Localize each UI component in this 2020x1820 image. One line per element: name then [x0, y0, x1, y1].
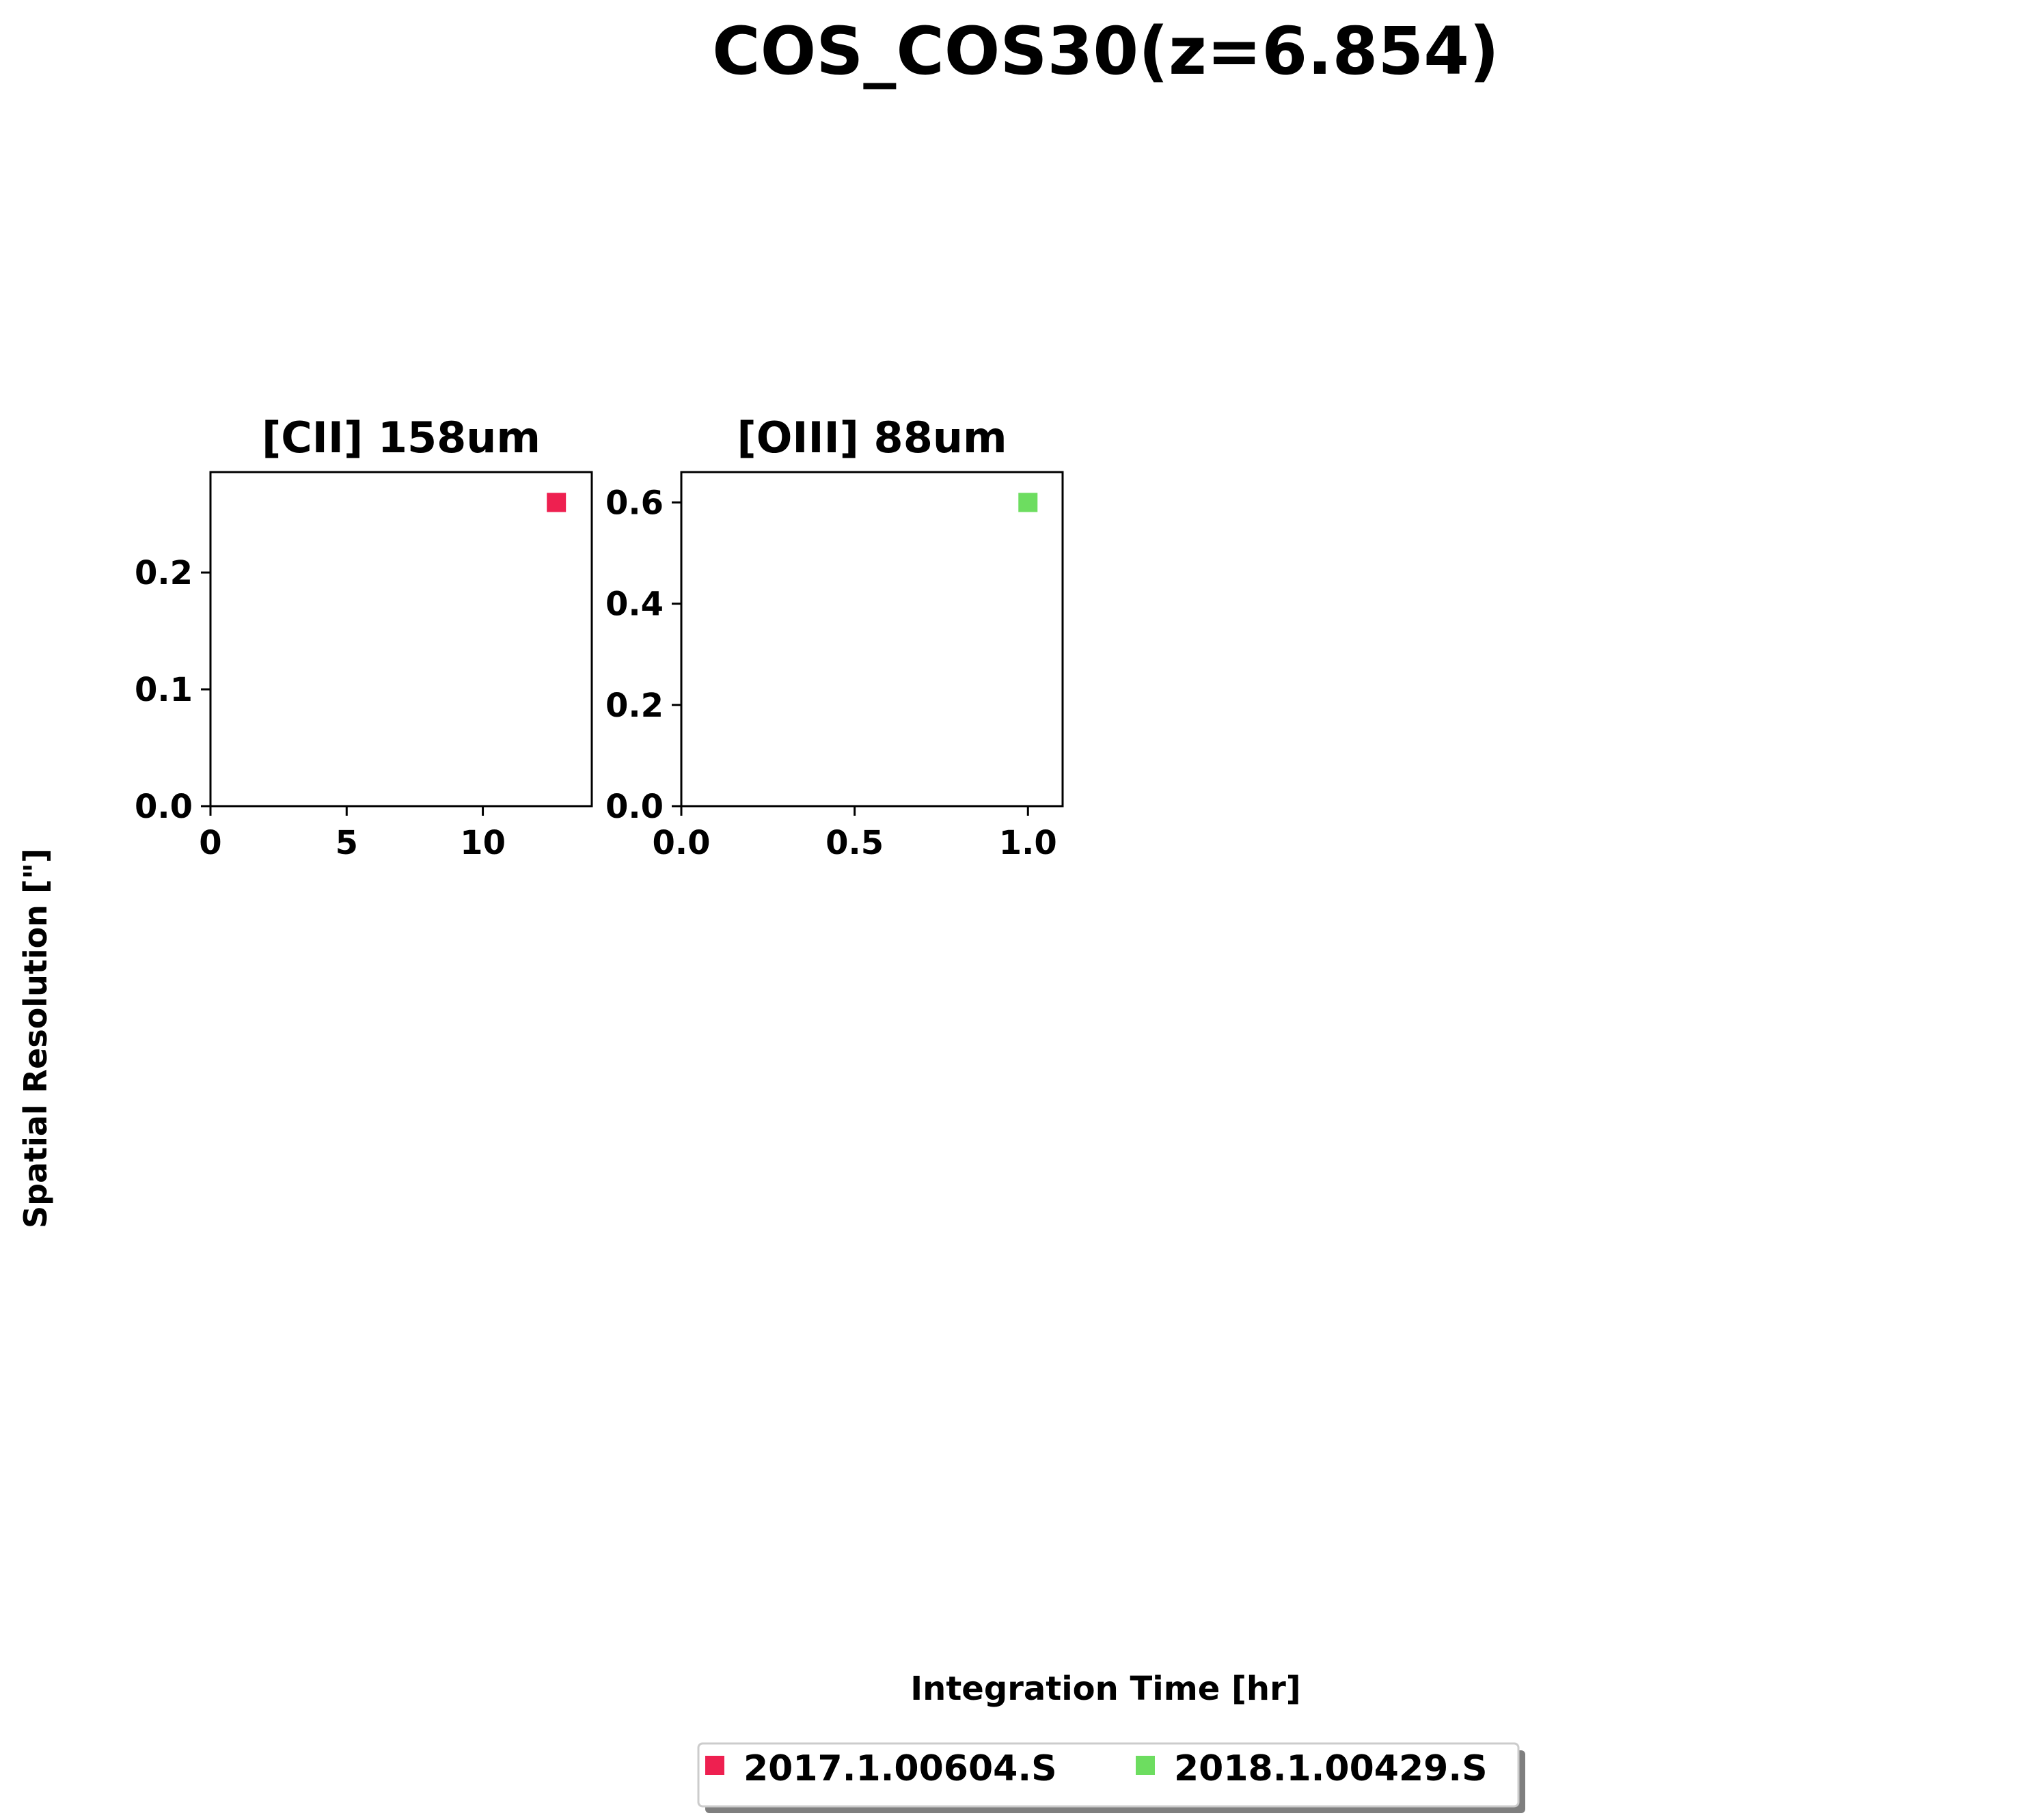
x-tick-label: 10 — [460, 824, 506, 862]
cii-marks — [547, 493, 567, 512]
y-tick-label: 0.0 — [605, 788, 664, 826]
y-tick-label: 0.1 — [135, 671, 193, 709]
plot-area-frame — [680, 471, 1064, 808]
legend: 2017.1.00604.S 2018.1.00429.S — [697, 1742, 1525, 1813]
legend-swatch — [1136, 1756, 1155, 1775]
x-tick-label: 5 — [336, 824, 358, 862]
y-tick-label: 0.2 — [605, 687, 664, 725]
y-tick-label: 0.0 — [135, 788, 193, 826]
panel-title: [CII] 158um — [262, 413, 541, 463]
oiii-ticks: 0.0 0.5 1.0 0.0 0.2 0.4 0.6 — [605, 484, 1057, 862]
panel-title: [OIII] 88um — [737, 413, 1007, 463]
legend-label: 2018.1.00429.S — [1174, 1748, 1488, 1789]
x-tick-label: 0 — [199, 824, 221, 862]
data-point-marker — [1018, 493, 1038, 512]
data-point-marker — [547, 493, 567, 512]
legend-frame — [697, 1742, 1520, 1808]
legend-label: 2017.1.00604.S — [743, 1748, 1057, 1789]
x-tick-label: 1.0 — [999, 824, 1057, 862]
plot-area-frame — [209, 471, 593, 808]
panel-cii: [CII] 158um 0 5 10 0.0 0.1 0.2 — [135, 413, 593, 862]
panel-oiii: [OIII] 88um 0.0 0.5 1.0 0.0 0.2 0.4 0.6 — [605, 413, 1064, 862]
oiii-marks — [1018, 493, 1038, 512]
cii-ticks: 0 5 10 0.0 0.1 0.2 — [135, 554, 506, 862]
y-tick-label: 0.2 — [135, 554, 193, 592]
y-tick-label: 0.6 — [605, 484, 664, 522]
legend-swatch — [705, 1756, 724, 1775]
x-axis-label: Integration Time [hr] — [910, 1670, 1300, 1708]
x-tick-label: 0.5 — [825, 824, 884, 862]
x-tick-label: 0.0 — [652, 824, 710, 862]
y-axis-label: Spatial Resolution ["] — [17, 849, 54, 1228]
figure-title: COS_COS30(z=6.854) — [712, 13, 1499, 89]
y-tick-label: 0.4 — [605, 585, 664, 624]
